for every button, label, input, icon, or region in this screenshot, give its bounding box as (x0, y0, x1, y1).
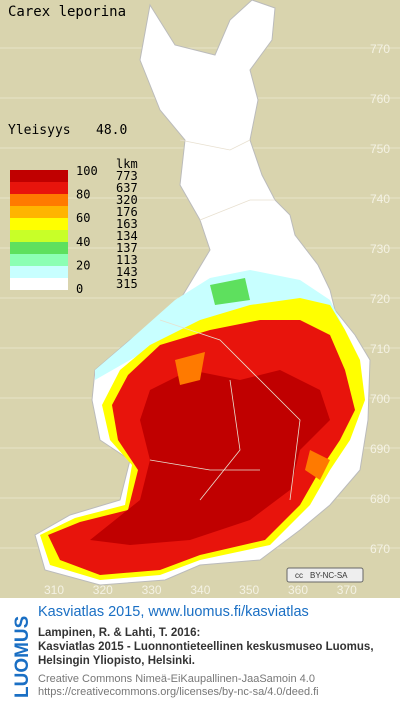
y-axis-label: 730 (370, 242, 390, 256)
x-axis-label: 310 (44, 583, 64, 597)
y-axis-label: 690 (370, 442, 390, 456)
legend-swatch (10, 218, 68, 230)
legend-swatch (10, 266, 68, 278)
citation-line: Helsingin Yliopisto, Helsinki. (38, 655, 195, 667)
orange-zone (175, 352, 330, 480)
legend-count: 163 (116, 217, 138, 231)
legend-scale-label: 20 (76, 258, 90, 272)
y-axis-label: 700 (370, 392, 390, 406)
dark-red-zone (90, 370, 330, 545)
legend-scale-label: 60 (76, 211, 90, 225)
legend-count: 143 (116, 265, 138, 279)
index-label: Yleisyys (8, 123, 71, 138)
legend-count: 315 (116, 277, 138, 291)
citation-line: Kasviatlas 2015 - Luonnontieteellinen ke… (38, 641, 374, 653)
brand-logo: LUOMUS (12, 616, 33, 698)
legend-swatch (10, 254, 68, 266)
y-axis-label: 770 (370, 42, 390, 56)
legend-count-header: lkm (116, 157, 138, 171)
y-axis-label: 750 (370, 142, 390, 156)
legend-count: 137 (116, 241, 138, 255)
y-axis-label: 740 (370, 192, 390, 206)
license-badge (286, 567, 364, 583)
legend-count: 637 (116, 181, 138, 195)
x-axis-label: 360 (288, 583, 308, 597)
legend-count: 113 (116, 253, 138, 267)
legend-swatch (10, 230, 68, 242)
legend-count: 134 (116, 229, 138, 243)
legend-scale-label: 80 (76, 188, 90, 202)
legend-count: 176 (116, 205, 138, 219)
legend-swatch (10, 242, 68, 254)
legend-scale-label: 100 (76, 164, 98, 178)
x-axis-label: 340 (190, 583, 210, 597)
legend-count: 320 (116, 193, 138, 207)
y-axis-label: 710 (370, 342, 390, 356)
legend-swatch (10, 278, 68, 290)
citation-line: Lampinen, R. & Lahti, T. 2016: (38, 627, 200, 639)
y-axis-label: 760 (370, 92, 390, 106)
legend-count: 773 (116, 169, 138, 183)
legend-scale-label: 40 (76, 235, 90, 249)
species-title: Carex leporina (8, 4, 126, 20)
legend-swatch (10, 182, 68, 194)
y-axis-label: 720 (370, 292, 390, 306)
x-axis-label: 370 (337, 583, 357, 597)
license-line: https://creativecommons.org/licenses/by-… (38, 686, 319, 698)
legend-scale-label: 0 (76, 282, 83, 296)
x-axis-label: 350 (239, 583, 259, 597)
footer-heading: Kasviatlas 2015, www.luomus.fi/kasviatla… (38, 604, 309, 620)
footer-text: Lampinen, R. & Lahti, T. 2016: Kasviatlas… (38, 627, 374, 698)
footer-panel (0, 598, 400, 702)
cc-icon: cc (295, 571, 303, 580)
legend-swatch (10, 194, 68, 206)
license-line: Creative Commons Nimeä-EiKaupallinen-Jaa… (38, 673, 315, 685)
license-badge-text: BY-NC-SA (310, 571, 348, 580)
x-axis-label: 320 (93, 583, 113, 597)
y-axis-label: 680 (370, 492, 390, 506)
y-axis-label: 670 (370, 542, 390, 556)
index-value: 48.0 (96, 123, 127, 138)
region-borders (149, 139, 301, 501)
green-zone (210, 278, 250, 305)
axes: 770 760 750 740 730 720 710 700 690 680 670 310 320 3… (44, 42, 390, 597)
legend-swatch (10, 170, 68, 182)
x-axis-label: 330 (142, 583, 162, 597)
legend-swatch (10, 206, 68, 218)
